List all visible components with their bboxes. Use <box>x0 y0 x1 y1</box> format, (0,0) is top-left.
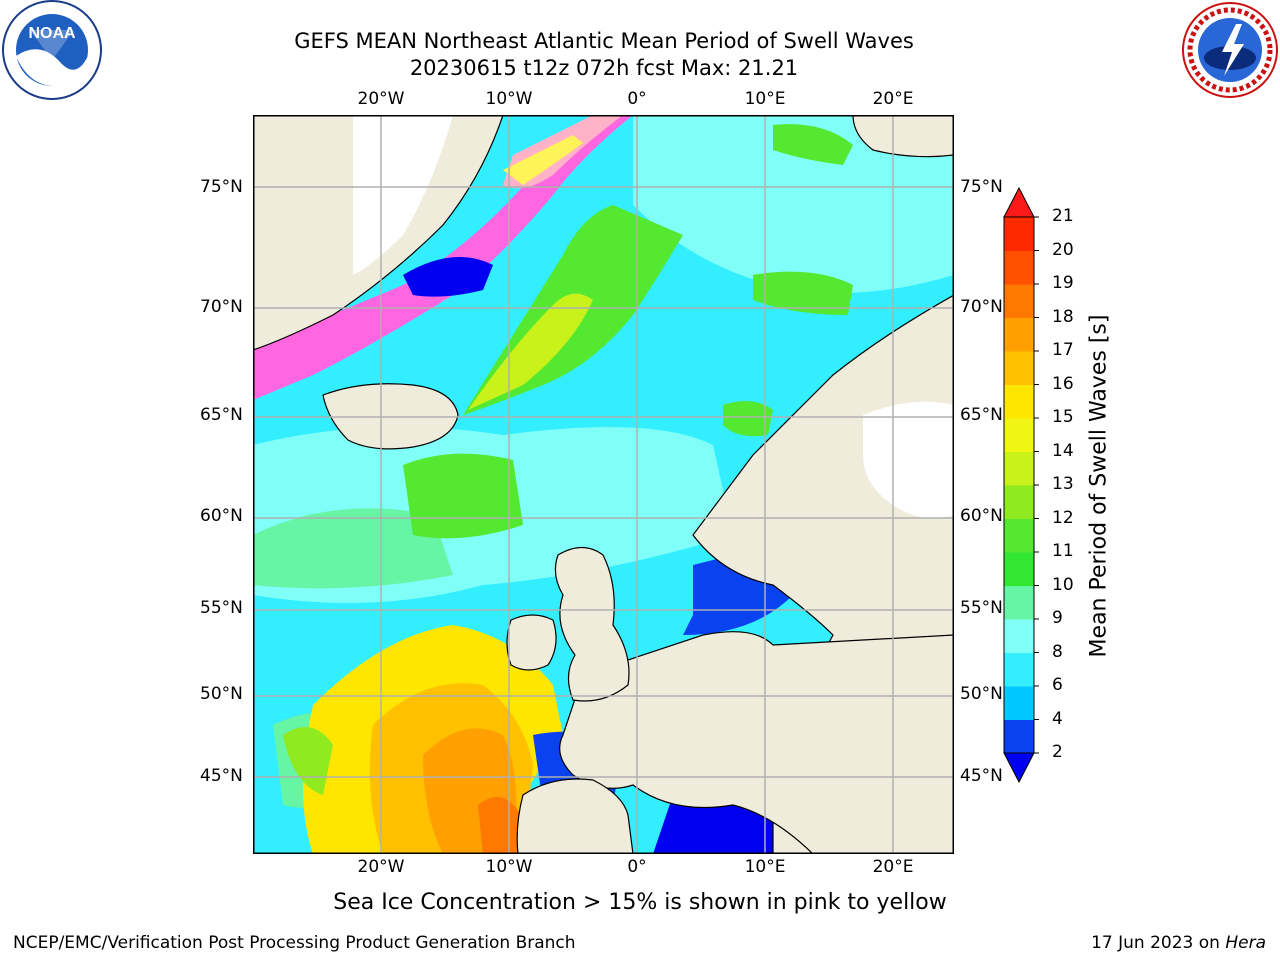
lat-label-right: 45°N <box>960 766 1003 786</box>
footer-credit: NCEP/EMC/Verification Post Processing Pr… <box>13 933 576 953</box>
colorbar-segment <box>1004 317 1034 352</box>
nws-logo <box>1182 2 1278 98</box>
colorbar-tick-label: 6 <box>1052 675 1063 695</box>
colorbar-tick-label: 12 <box>1052 507 1074 528</box>
colorbar-tick-label: 9 <box>1052 608 1063 628</box>
ireland-land <box>506 614 557 671</box>
lat-label-right: 60°N <box>960 506 1003 526</box>
lat-label-right: 75°N <box>960 177 1003 197</box>
svalbard-land <box>852 115 954 158</box>
footer-date: 17 Jun 2023 on Hera <box>1091 933 1266 953</box>
noaa-logo: NOAA <box>2 0 102 100</box>
field-9-10s <box>253 508 453 589</box>
lon-label-bottom: 0° <box>627 857 647 877</box>
lat-label-left: 70°N <box>200 297 243 317</box>
colorbar-segment <box>1004 619 1034 653</box>
colorbar-tick-label: 8 <box>1052 641 1063 662</box>
colorbar-segment <box>1004 451 1034 486</box>
europe-land <box>559 631 954 854</box>
colorbar-tick-label: 18 <box>1052 306 1074 327</box>
svg-text:NOAA: NOAA <box>28 25 76 42</box>
colorbar-segment <box>1004 518 1034 553</box>
lat-label-right: 65°N <box>960 405 1003 425</box>
colorbar-tick-label: 11 <box>1052 541 1074 561</box>
colorbar-tick-label: 17 <box>1052 340 1074 360</box>
sea-ice-caption: Sea Ice Concentration > 15% is shown in … <box>333 890 947 915</box>
colorbar-segment <box>1004 384 1034 419</box>
field-18-19s <box>478 797 521 854</box>
colorbar-tick-label: 20 <box>1052 239 1074 260</box>
colorbar <box>1003 186 1039 784</box>
sea-ice-yellow <box>503 135 583 185</box>
colorbar-tick-label: 16 <box>1052 373 1074 394</box>
colorbar-tick-label: 21 <box>1052 206 1074 226</box>
colorbar-segment <box>1004 418 1034 452</box>
colorbar-segment <box>1004 284 1034 318</box>
lon-label-top: 20°W <box>357 89 405 109</box>
lat-label-right: 70°N <box>960 297 1003 317</box>
field-11-12s-svalbard <box>773 124 853 165</box>
colorbar-segment <box>1004 719 1034 754</box>
lon-label-top: 10°E <box>744 89 786 109</box>
bothnia-ice <box>863 401 954 519</box>
lat-label-right: 50°N <box>960 684 1003 704</box>
lon-label-top: 20°E <box>872 89 914 109</box>
field-8-9s-north <box>633 115 954 293</box>
colorbar-tick-label: 13 <box>1052 474 1074 494</box>
field-11-12s-iceland <box>403 453 523 539</box>
colorbar-tick-label: 19 <box>1052 273 1074 293</box>
colorbar-extend-low <box>1003 752 1035 784</box>
field-11-12s-coast <box>723 401 773 437</box>
field-12-13s <box>283 727 333 795</box>
lat-label-right: 55°N <box>960 598 1003 618</box>
colorbar-segment <box>1004 686 1034 720</box>
colorbar-segment <box>1004 485 1034 519</box>
iberia-land <box>516 778 634 854</box>
footer-date-text: 17 Jun 2023 on <box>1091 933 1226 953</box>
field-2-4s-ice-edge <box>403 257 493 297</box>
lon-label-top: 0° <box>627 89 647 109</box>
lat-label-left: 75°N <box>200 177 243 197</box>
plot-title: GEFS MEAN Northeast Atlantic Mean Period… <box>294 29 914 53</box>
lon-label-bottom: 20°E <box>872 857 914 877</box>
map-frame <box>253 115 954 854</box>
field-13-14s <box>468 293 593 410</box>
lat-label-left: 60°N <box>200 506 243 526</box>
great-britain-land <box>554 546 630 702</box>
lat-label-left: 45°N <box>200 766 243 786</box>
colorbar-label: Mean Period of Swell Waves [s] <box>1086 314 1112 658</box>
wave-period-map <box>253 115 954 854</box>
colorbar-tick-label: 10 <box>1052 574 1074 595</box>
colorbar-segment <box>1004 217 1034 251</box>
colorbar-segment <box>1004 250 1034 285</box>
colorbar-tick-label: 15 <box>1052 407 1074 427</box>
footer-host: Hera <box>1225 933 1266 953</box>
colorbar-tick-label: 14 <box>1052 440 1074 461</box>
colorbar-segment <box>1004 585 1034 620</box>
greenland-ice <box>353 115 453 275</box>
colorbar-segment <box>1004 351 1034 385</box>
lon-label-bottom: 20°W <box>357 857 405 877</box>
lat-label-left: 50°N <box>200 684 243 704</box>
plot-subtitle: 20230615 t12z 072h fcst Max: 21.21 <box>409 56 799 80</box>
graticule <box>253 115 954 854</box>
colorbar-extend-high <box>1003 186 1035 218</box>
colorbar-segment <box>1004 552 1034 586</box>
lon-label-top: 10°W <box>485 89 533 109</box>
lat-label-left: 55°N <box>200 598 243 618</box>
colorbar-segment <box>1004 652 1034 687</box>
field-11-12s-norway <box>753 271 853 315</box>
lat-label-left: 65°N <box>200 405 243 425</box>
lon-label-bottom: 10°W <box>485 857 533 877</box>
colorbar-tick-label: 4 <box>1052 708 1063 729</box>
colorbar-tick-label: 2 <box>1052 742 1063 762</box>
lon-label-bottom: 10°E <box>744 857 786 877</box>
